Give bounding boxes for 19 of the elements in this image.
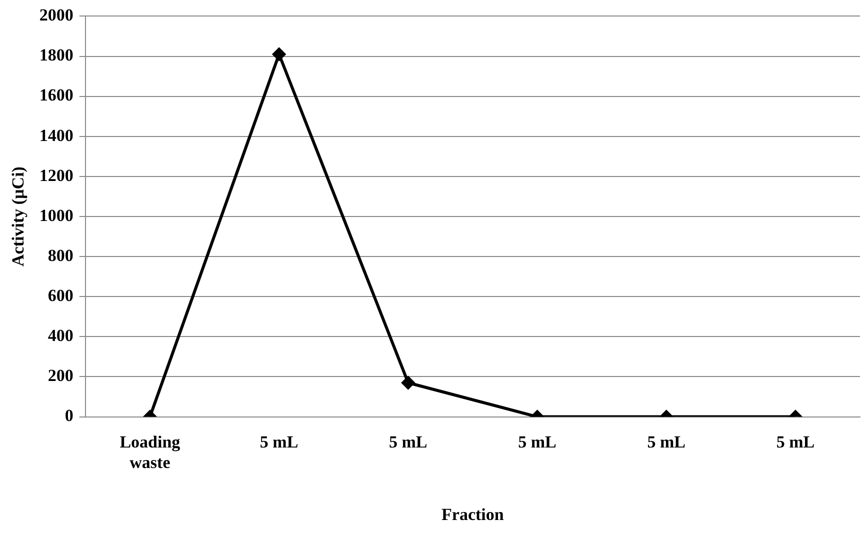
x-tick-label: 5 mL [518,432,556,452]
y-tick-label: 1800 [39,46,74,65]
y-tick-label: 0 [64,406,74,426]
y-tick-label: 1600 [39,86,74,105]
x-axis-title: Fraction [442,505,504,524]
x-tick-label: 5 mL [389,432,428,452]
y-tick-label: 2000 [39,6,74,25]
x-tick-label: Loading waste [120,432,181,472]
x-tick-label: 5 mL [776,432,815,452]
y-tick-label: 800 [48,246,74,265]
y-tick-label: 200 [48,366,74,386]
y-axis-title: Activity (µCi) [8,166,28,266]
x-tick-label: 5 mL [647,432,686,452]
y-tick-label: 1200 [39,166,74,185]
y-tick-label: 600 [48,286,74,306]
x-tick-label: 5 mL [260,432,298,452]
y-tick-label: 1400 [39,126,74,145]
y-tick-label: 400 [48,326,74,346]
y-tick-label: 1000 [39,206,74,225]
